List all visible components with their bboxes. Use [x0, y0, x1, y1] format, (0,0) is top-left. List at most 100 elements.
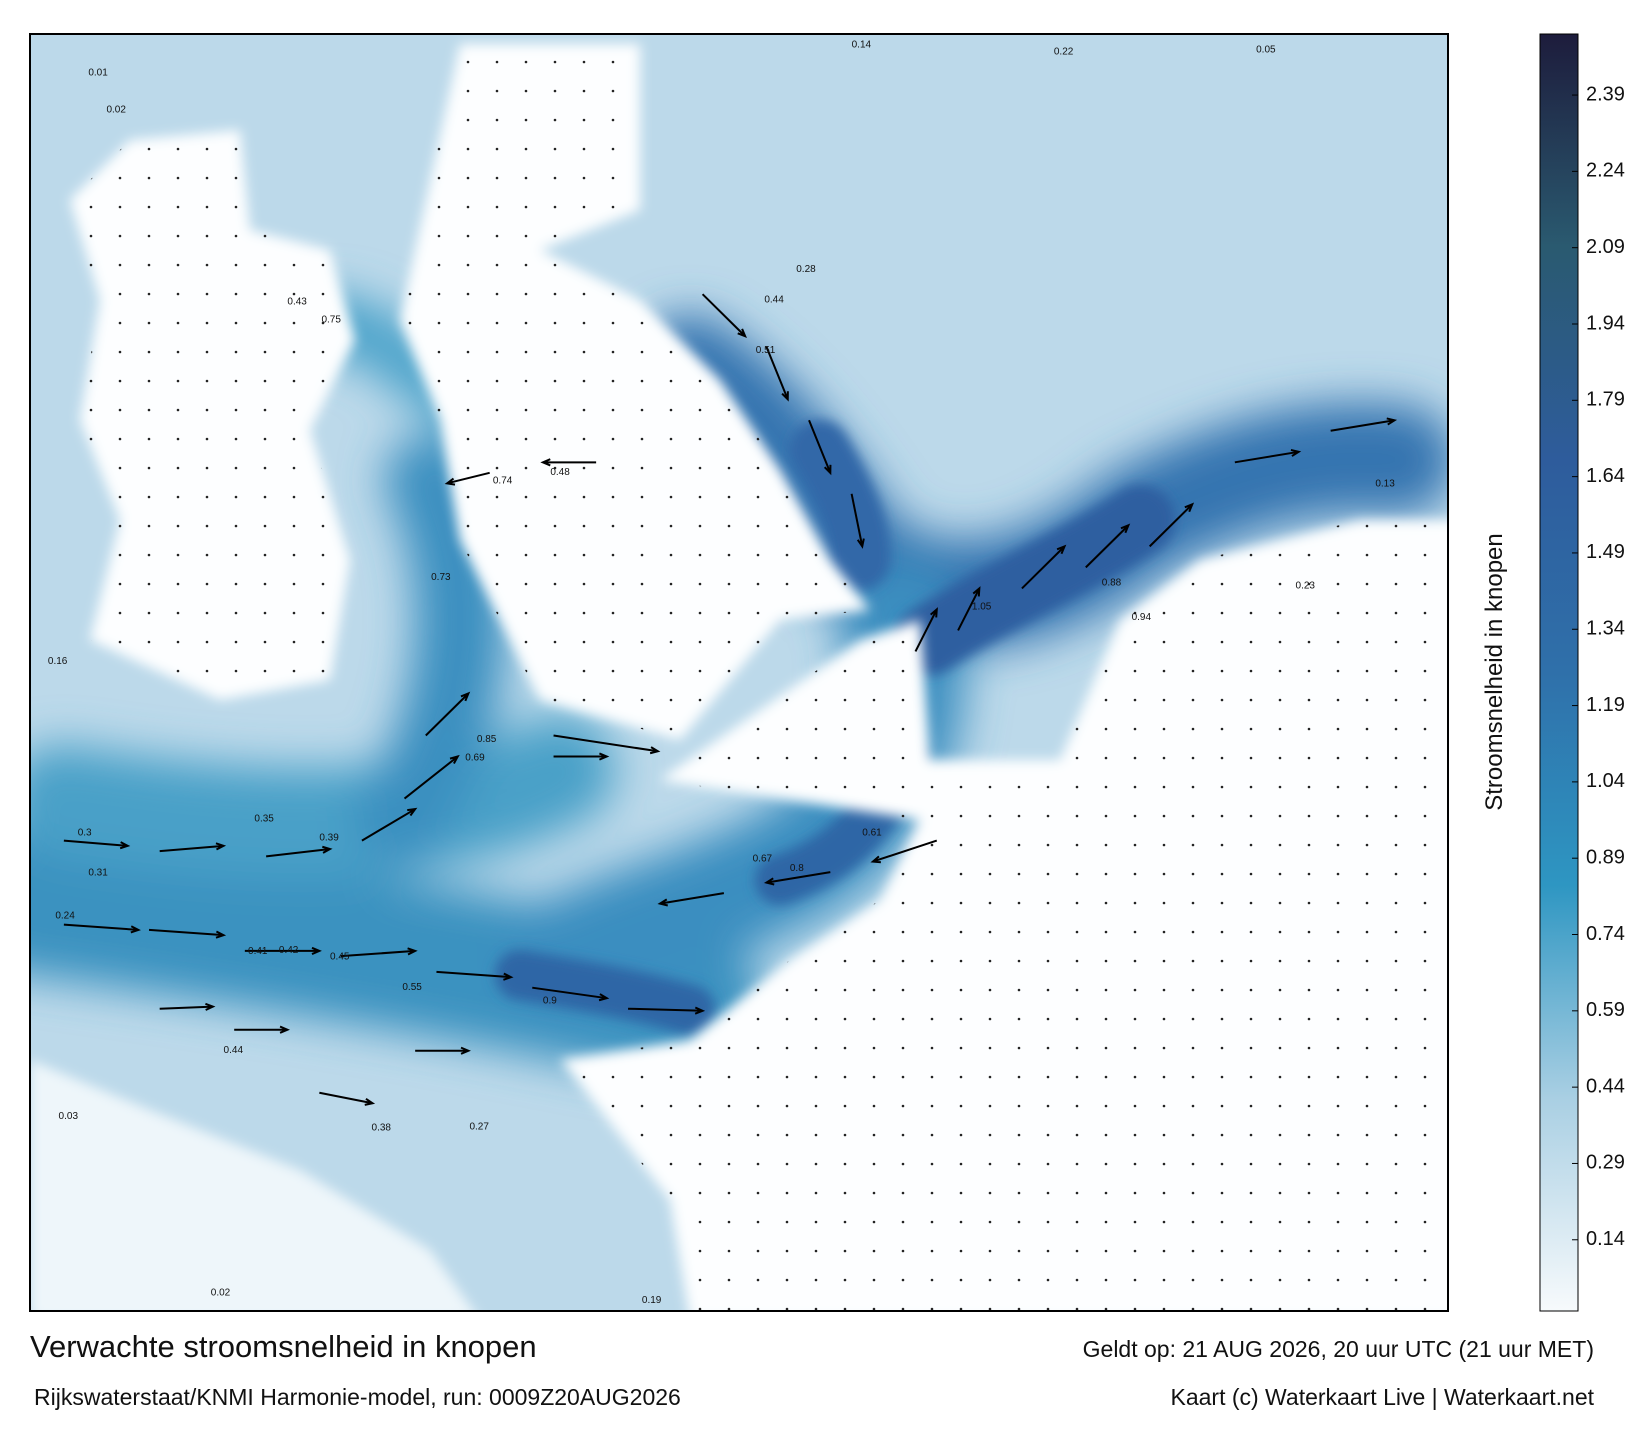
current-label: 0.69: [465, 753, 485, 764]
flow-arrow: [415, 1046, 471, 1055]
current-label: 0.14: [852, 39, 872, 50]
flow-arrow: [808, 419, 832, 476]
colorbar-tick-label: 0.89: [1586, 846, 1625, 868]
flow-arrow: [244, 946, 322, 955]
current-label: 0.61: [862, 827, 882, 838]
colorbar-tick-label: 1.19: [1586, 694, 1625, 716]
current-label: 0.05: [1256, 45, 1276, 56]
colorbar: [1539, 33, 1579, 1312]
flow-arrow: [553, 752, 610, 761]
colorbar-tick-label: 1.94: [1586, 312, 1625, 334]
title: Verwachte stroomsnelheid in knopen: [30, 1329, 537, 1364]
flow-arrow: [914, 607, 938, 652]
current-label: 0.23: [1296, 580, 1316, 591]
flow-arrow: [657, 892, 725, 907]
colorbar-label: Stroomsnelheid in knopen: [1481, 533, 1508, 811]
current-label: 0.9: [543, 995, 557, 1006]
current-label: 0.8: [790, 863, 804, 874]
flow-arrow: [1330, 417, 1398, 432]
current-arrows: [63, 293, 1398, 1106]
flow-arrow: [436, 970, 514, 981]
map: 0.43 0.75 0.73 0.74 0.48 0.69 0.85 0.9 0.94 1.05 0…: [30, 34, 1448, 1311]
current-labels: 0.43 0.75 0.73 0.74 0.48 0.69 0.85 0.9 0.94 1.05 0…: [48, 39, 1395, 1306]
current-label: 0.38: [372, 1123, 392, 1134]
current-label: 0.22: [1054, 47, 1074, 58]
current-label: 1.05: [972, 601, 992, 612]
colorbar-tick-label: 1.64: [1586, 465, 1625, 487]
colorbar-ticks: 0.14 0.29 0.44 0.59 0.74 0.89 1.04 1.19 1.34 1.49…: [1572, 83, 1625, 1250]
flow-arrow: [1234, 448, 1302, 464]
current-label: 0.73: [431, 572, 451, 583]
map-frame: [29, 33, 1449, 1312]
flow-arrow: [148, 928, 227, 939]
flow-arrow: [763, 871, 831, 886]
current-label: 0.67: [753, 854, 773, 865]
current-label: 0.43: [287, 297, 307, 308]
valid-time: Geldt op: 21 AUG 2026, 20 uur UTC (21 uu…: [1083, 1336, 1594, 1362]
flow-arrow: [540, 458, 597, 467]
current-label: 0.13: [1375, 478, 1395, 489]
current-label: 0.02: [106, 104, 126, 115]
colorbar-tick-label: 1.49: [1586, 541, 1625, 563]
colorbar-tick-label: 0.44: [1586, 1075, 1625, 1097]
flow-arrow: [403, 754, 460, 800]
current-label: 0.27: [469, 1122, 489, 1133]
colorbar-tick-label: 1.04: [1586, 770, 1625, 792]
current-label: 0.35: [254, 814, 274, 825]
colorbar-tick-label: 0.59: [1586, 999, 1625, 1021]
current-label: 0.51: [756, 345, 776, 356]
current-label: 0.74: [493, 475, 513, 486]
current-label: 0.45: [330, 951, 350, 962]
flow-arrow: [765, 346, 789, 402]
flow-arrow: [319, 1091, 376, 1106]
flow-arrow: [701, 293, 747, 339]
flow-arrow: [1085, 523, 1131, 569]
current-label: 0.75: [321, 315, 341, 326]
flow-arrow: [63, 923, 141, 934]
colorbar-tick-label: 2.39: [1586, 83, 1625, 105]
flow-arrow: [425, 691, 471, 737]
current-label: 0.41: [248, 946, 268, 957]
flow-arrow: [159, 842, 227, 853]
flow-arrow: [532, 986, 610, 1002]
current-label: 0.01: [88, 68, 108, 79]
colorbar-tick-label: 2.24: [1586, 160, 1625, 182]
colorbar-tick-label: 2.09: [1586, 236, 1625, 258]
flow-arrow: [234, 1025, 290, 1034]
current-label: 0.88: [1102, 577, 1122, 588]
flow-arrow: [957, 586, 981, 631]
flow-arrow: [340, 947, 418, 958]
current-label: 0.31: [88, 867, 108, 878]
current-label: 0.02: [211, 1288, 231, 1299]
flow-arrow: [553, 734, 661, 755]
flow-arrow: [1148, 502, 1195, 548]
flow-arrow: [361, 807, 418, 842]
current-label: 0.24: [55, 910, 75, 921]
flow-arrow: [850, 493, 865, 549]
colorbar-tick-label: 0.74: [1586, 923, 1625, 945]
current-label: 0.39: [319, 833, 339, 844]
current-label: 0.42: [279, 945, 299, 956]
land-dots: [70, 44, 1448, 1311]
colorbar-tick-label: 0.14: [1586, 1228, 1625, 1250]
current-label: 0.19: [642, 1295, 662, 1306]
flow-arrow: [628, 1006, 706, 1015]
current-label: 0.85: [477, 734, 497, 745]
flow-arrow: [444, 471, 490, 486]
credit: Kaart (c) Waterkaart Live | Waterkaart.n…: [1170, 1384, 1594, 1410]
colorbar-tick-label: 1.34: [1586, 618, 1625, 640]
flow-arrow: [870, 839, 938, 864]
current-label: 0.44: [764, 295, 784, 306]
current-label: 0.28: [796, 264, 816, 275]
flow-arrow: [266, 845, 333, 858]
colorbar-tick-label: 1.79: [1586, 389, 1625, 411]
deep-channels: [495, 420, 1175, 1035]
current-label: 0.44: [224, 1045, 244, 1056]
flow-arrow: [159, 1002, 216, 1011]
flow-arrow: [1021, 544, 1067, 590]
current-label: 0.16: [48, 656, 68, 667]
flow-arrow: [63, 839, 131, 850]
current-label: 0.03: [59, 1111, 79, 1122]
